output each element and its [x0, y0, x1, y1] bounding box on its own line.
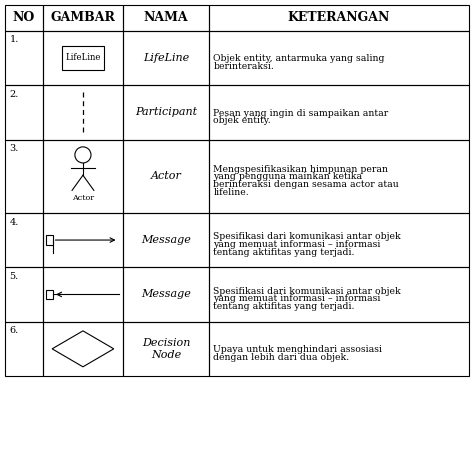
- Bar: [123, 322, 209, 376]
- Bar: [123, 267, 209, 322]
- Bar: [123, 140, 209, 213]
- Bar: [43, 140, 123, 213]
- Text: Spesifikasi dari komunikasi antar objek: Spesifikasi dari komunikasi antar objek: [213, 233, 401, 242]
- Text: 4.: 4.: [9, 218, 19, 227]
- Text: 1.: 1.: [9, 35, 19, 44]
- Text: Upaya untuk menghindari assosiasi: Upaya untuk menghindari assosiasi: [213, 345, 383, 354]
- Bar: [123, 85, 209, 140]
- Bar: [123, 31, 209, 85]
- Bar: [46, 236, 53, 245]
- Text: tentang aktifitas yang terjadi.: tentang aktifitas yang terjadi.: [213, 248, 355, 257]
- Bar: [43, 322, 123, 376]
- Text: dengan lebih dari dua objek.: dengan lebih dari dua objek.: [213, 353, 349, 362]
- Text: Spesifikasi dari komunikasi antar objek: Spesifikasi dari komunikasi antar objek: [213, 287, 401, 296]
- Text: GAMBAR: GAMBAR: [51, 11, 115, 24]
- Text: 3.: 3.: [9, 144, 19, 153]
- Text: KETERANGAN: KETERANGAN: [288, 11, 390, 24]
- Bar: [209, 31, 469, 85]
- Bar: [5, 267, 43, 322]
- Text: yang memuat informasi – informasi: yang memuat informasi – informasi: [213, 294, 381, 304]
- Text: Objek entity, antarmuka yang saling: Objek entity, antarmuka yang saling: [213, 54, 385, 63]
- Bar: [43, 267, 123, 322]
- Bar: [209, 267, 469, 322]
- Bar: [209, 85, 469, 140]
- Bar: [209, 140, 469, 213]
- Text: yang pengguna mainkan ketika: yang pengguna mainkan ketika: [213, 173, 363, 182]
- Text: Mengspesifikasikan himpunan peran: Mengspesifikasikan himpunan peran: [213, 165, 388, 174]
- Bar: [5, 85, 43, 140]
- Bar: [123, 213, 209, 267]
- Bar: [5, 322, 43, 376]
- Text: objek entity.: objek entity.: [213, 116, 271, 125]
- Text: Actor: Actor: [72, 194, 94, 202]
- Bar: [123, 5, 209, 31]
- Text: berinteraksi.: berinteraksi.: [213, 62, 274, 71]
- Bar: [5, 140, 43, 213]
- Text: Participant: Participant: [135, 107, 197, 117]
- Bar: [5, 213, 43, 267]
- Bar: [209, 322, 469, 376]
- Bar: [43, 31, 123, 85]
- Text: LifeLine: LifeLine: [143, 53, 189, 63]
- Text: 6.: 6.: [9, 326, 19, 335]
- Text: tentang aktifitas yang terjadi.: tentang aktifitas yang terjadi.: [213, 302, 355, 311]
- Text: Actor: Actor: [150, 171, 182, 181]
- Text: Pesan yang ingin di sampaikan antar: Pesan yang ingin di sampaikan antar: [213, 109, 389, 118]
- Text: berinteraksi dengan sesama actor atau: berinteraksi dengan sesama actor atau: [213, 180, 399, 189]
- Bar: [43, 85, 123, 140]
- Text: 5.: 5.: [9, 272, 19, 281]
- Bar: [209, 5, 469, 31]
- Text: 2.: 2.: [9, 90, 19, 99]
- Text: Decision
Node: Decision Node: [142, 338, 190, 360]
- Bar: [43, 213, 123, 267]
- Bar: [209, 213, 469, 267]
- Bar: [62, 46, 104, 70]
- Text: Message: Message: [141, 235, 191, 245]
- Text: yang memuat informasi – informasi: yang memuat informasi – informasi: [213, 240, 381, 249]
- Bar: [46, 289, 53, 299]
- Text: LifeLine: LifeLine: [65, 53, 100, 62]
- Bar: [43, 5, 123, 31]
- Text: lifeline.: lifeline.: [213, 188, 249, 197]
- Text: NAMA: NAMA: [144, 11, 188, 24]
- Text: NO: NO: [13, 11, 35, 24]
- Bar: [5, 5, 43, 31]
- Text: Message: Message: [141, 289, 191, 299]
- Bar: [5, 31, 43, 85]
